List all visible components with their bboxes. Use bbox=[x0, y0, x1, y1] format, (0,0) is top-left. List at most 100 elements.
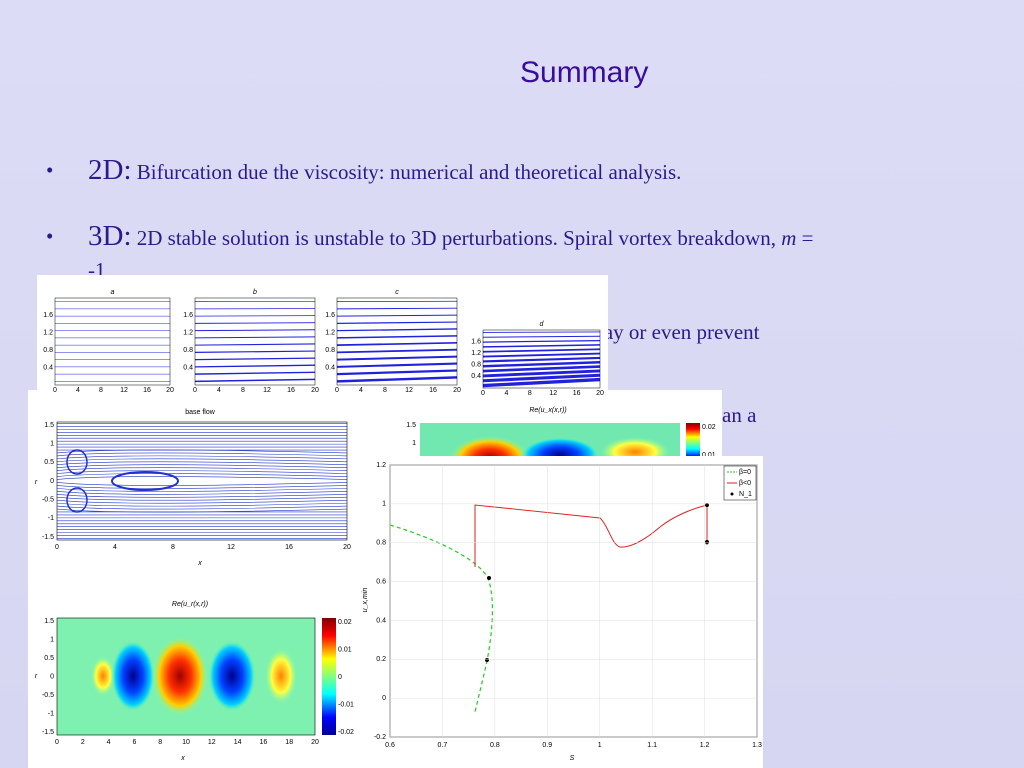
y-tick-label: -0.2 bbox=[374, 734, 386, 741]
hidden-text: an a bbox=[722, 403, 757, 427]
y-tick-label: 0.8 bbox=[471, 362, 481, 369]
y-tick-label: 0.2 bbox=[376, 656, 386, 663]
colorbar-label: -0.01 bbox=[338, 701, 354, 708]
y-tick-label: 0.6 bbox=[376, 578, 386, 585]
slide-title: Summary bbox=[520, 56, 649, 89]
bullet-text: 2D stable solution is unstable to 3D per… bbox=[136, 226, 782, 250]
x-tick-label: 12 bbox=[263, 387, 271, 394]
x-tick-label: 0 bbox=[193, 387, 197, 394]
panel-frame bbox=[482, 329, 601, 389]
panel-frame bbox=[194, 297, 316, 386]
streamline bbox=[56, 499, 348, 504]
streamline bbox=[56, 458, 348, 463]
panel-label: c bbox=[395, 289, 399, 296]
colorbar-label: -0.02 bbox=[338, 729, 354, 736]
streamline bbox=[56, 464, 348, 469]
y-tick-label: 1.6 bbox=[43, 312, 53, 319]
x-tick-label: 20 bbox=[596, 390, 604, 397]
x-tick-label: 4 bbox=[113, 544, 117, 551]
ux-colorbar bbox=[686, 423, 700, 463]
bullet-lead: 2D: bbox=[88, 154, 132, 186]
streamline bbox=[482, 365, 601, 373]
y-tick-label: 0.8 bbox=[183, 347, 193, 354]
y-tick-label: 1.6 bbox=[183, 312, 193, 319]
streamline bbox=[336, 328, 458, 332]
y-tick-label: 1.6 bbox=[325, 312, 335, 319]
vortex bbox=[66, 449, 88, 475]
streamline bbox=[482, 369, 601, 378]
axis-label: x bbox=[197, 560, 202, 567]
x-tick-label: 0 bbox=[335, 387, 339, 394]
streamline bbox=[336, 355, 458, 361]
streamline bbox=[56, 470, 348, 474]
streamline bbox=[194, 378, 316, 383]
y-tick-label: 0 bbox=[50, 673, 54, 680]
streamline bbox=[194, 350, 316, 353]
y-tick-label: 0.8 bbox=[43, 347, 53, 354]
x-tick-label: 16 bbox=[285, 544, 293, 551]
legend-swatch bbox=[730, 492, 734, 496]
y-tick-label: -1.5 bbox=[42, 534, 54, 541]
y-tick-label: 1 bbox=[50, 636, 54, 643]
x-tick-label: 6 bbox=[132, 739, 136, 746]
x-tick-label: 1.1 bbox=[647, 742, 657, 749]
streamline bbox=[194, 357, 316, 361]
x-tick-label: 4 bbox=[504, 390, 508, 397]
axis-label: r bbox=[35, 479, 38, 486]
streamline bbox=[482, 339, 601, 343]
x-tick-label: 16 bbox=[287, 387, 295, 394]
legend-label: β<0 bbox=[739, 480, 751, 487]
x-tick-label: 20 bbox=[343, 544, 351, 551]
x-tick-label: 0 bbox=[481, 390, 485, 397]
x-tick-label: 2 bbox=[81, 739, 85, 746]
x-tick-label: 12 bbox=[120, 387, 128, 394]
streamline bbox=[56, 476, 348, 480]
bullet-dot: • bbox=[46, 224, 54, 248]
streamline bbox=[56, 502, 348, 507]
y-tick-label: 0.5 bbox=[44, 655, 54, 662]
x-tick-label: 0.6 bbox=[385, 742, 395, 749]
y-tick-label: 0 bbox=[382, 695, 386, 702]
x-tick-label: 12 bbox=[549, 390, 557, 397]
bullet-emph: m bbox=[781, 226, 797, 250]
point-n1 bbox=[705, 540, 709, 544]
x-tick-label: 8 bbox=[383, 387, 387, 394]
y-tick-label: 0.8 bbox=[325, 347, 335, 354]
streamline bbox=[482, 331, 601, 333]
streamline bbox=[482, 335, 601, 338]
streamline bbox=[336, 314, 458, 317]
streamline bbox=[336, 348, 458, 354]
y-tick-label: 1 bbox=[412, 440, 416, 447]
y-tick-label: 0.4 bbox=[325, 364, 335, 371]
y-tick-label: 1.6 bbox=[471, 338, 481, 345]
y-tick-label: 1.5 bbox=[44, 618, 54, 625]
x-tick-label: 14 bbox=[234, 739, 242, 746]
legend-label: N_1 bbox=[739, 491, 752, 498]
streamline bbox=[194, 322, 316, 324]
x-tick-label: 20 bbox=[453, 387, 461, 394]
colorbar-label: 0.02 bbox=[338, 619, 352, 626]
axis-label: x bbox=[180, 755, 185, 762]
x-tick-label: 16 bbox=[143, 387, 151, 394]
x-tick-label: 16 bbox=[429, 387, 437, 394]
y-tick-label: 1 bbox=[382, 501, 386, 508]
ur-blob bbox=[111, 640, 155, 712]
panel-label: a bbox=[111, 289, 115, 296]
x-tick-label: 18 bbox=[285, 739, 293, 746]
x-tick-label: 0 bbox=[55, 544, 59, 551]
y-tick-label: 1.2 bbox=[325, 330, 335, 337]
streamline bbox=[194, 315, 316, 317]
streamline bbox=[194, 329, 316, 332]
y-tick-label: 0.4 bbox=[471, 373, 481, 380]
axis-label: r bbox=[35, 673, 38, 680]
bullet: • 3D: 2D stable solution is unstable to … bbox=[46, 220, 826, 286]
point-n1 bbox=[487, 576, 491, 580]
streamline bbox=[336, 341, 458, 346]
y-tick-label: -0.5 bbox=[42, 692, 54, 699]
x-tick-label: 8 bbox=[171, 544, 175, 551]
streamline bbox=[56, 482, 348, 486]
panel-frame bbox=[54, 297, 171, 386]
bullet-dot: • bbox=[46, 158, 54, 182]
colorbar-label: 0.01 bbox=[338, 646, 352, 653]
streamline bbox=[194, 364, 316, 368]
